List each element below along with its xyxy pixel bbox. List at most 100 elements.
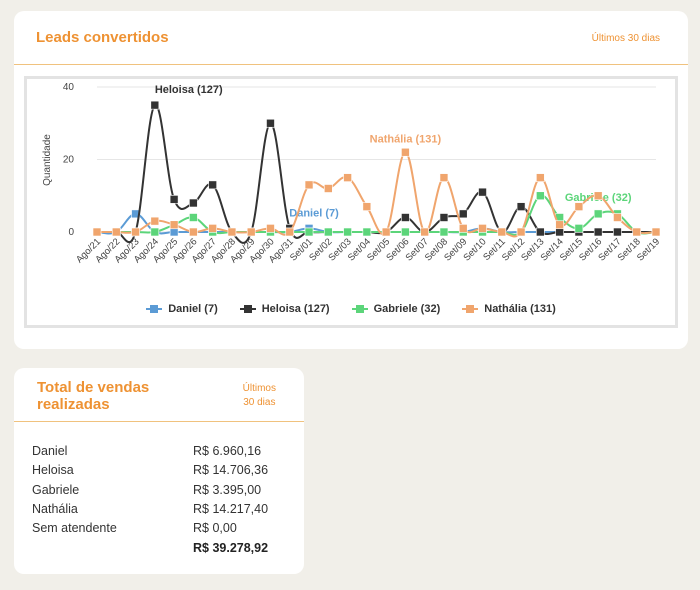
sales-card: Total de vendas realizadas Últimos 30 di…: [14, 368, 304, 574]
data-point: [555, 227, 564, 237]
sales-period-line2: 30 dias: [243, 397, 276, 408]
data-point: [189, 227, 198, 237]
data-point: [401, 227, 410, 237]
series-annotation: Nathália (131): [370, 133, 442, 145]
data-point: [246, 227, 256, 237]
data-point: [593, 191, 603, 201]
data-point: [458, 209, 468, 219]
data-point: [593, 209, 603, 219]
data-point: [92, 227, 102, 237]
leads-title: Leads convertidos: [36, 29, 169, 46]
legend-label: Daniel (7): [168, 303, 218, 315]
data-point: [208, 180, 217, 190]
data-point: [150, 216, 160, 226]
legend-label: Heloisa (127): [261, 303, 330, 315]
y-tick-label: 40: [63, 82, 75, 93]
data-point: [362, 202, 372, 211]
data-point: [227, 227, 237, 237]
data-point: [536, 173, 545, 182]
data-point: [574, 224, 584, 233]
data-point: [536, 191, 545, 201]
legend-swatch: [239, 304, 256, 314]
data-point: [420, 227, 429, 237]
sales-period-line1: Últimos: [242, 383, 276, 394]
data-point: [131, 227, 140, 237]
legend-item[interactable]: Daniel (7): [146, 303, 218, 315]
sales-title-line2: realizadas: [37, 396, 110, 413]
data-point: [516, 227, 526, 237]
legend-swatch: [351, 304, 368, 314]
data-point: [439, 173, 449, 182]
sales-title-line1: Total de vendas: [37, 379, 150, 396]
data-point: [208, 224, 217, 233]
data-point: [285, 227, 295, 237]
seller-name: Daniel: [32, 444, 68, 458]
y-tick-label: 0: [68, 227, 74, 238]
data-point: [555, 220, 564, 230]
data-point: [593, 227, 603, 237]
data-point: [651, 227, 661, 237]
data-point: [478, 224, 487, 233]
data-point: [613, 227, 622, 237]
data-point: [266, 118, 275, 128]
data-point: [439, 213, 449, 222]
data-point: [516, 202, 526, 211]
data-point: [497, 227, 507, 237]
chart-legend: Daniel (7) Heloisa (127) Gabriele (32) Nath…: [14, 303, 688, 315]
seller-amount: R$ 0,00: [193, 521, 237, 535]
data-point: [536, 227, 545, 237]
legend-label: Nathália (131): [484, 303, 556, 315]
data-point: [266, 224, 275, 233]
leads-line-chart: 02040QuantidadeAgo/21Ago/22Ago/23Ago/24A…: [42, 82, 662, 265]
sales-period: Últimos 30 dias: [243, 382, 276, 410]
seller-name: Sem atendente: [32, 521, 117, 535]
data-point: [169, 220, 179, 230]
sales-title: Total de vendas realizadas: [37, 379, 149, 413]
series-annotation: Heloisa (127): [155, 84, 223, 96]
sales-divider: [14, 421, 304, 422]
data-point: [343, 227, 352, 237]
seller-amount: R$ 14.706,36: [193, 463, 269, 477]
seller-name: Heloisa: [32, 463, 74, 477]
chart-frame: [24, 76, 678, 328]
data-point: [169, 195, 179, 204]
sales-total: R$ 39.278,92: [193, 541, 269, 555]
data-point: [189, 198, 198, 208]
data-point: [574, 202, 584, 211]
data-point: [150, 100, 160, 110]
data-point: [304, 180, 314, 190]
data-point: [111, 227, 121, 237]
legend-item[interactable]: Nathália (131): [462, 303, 556, 315]
data-point: [362, 227, 372, 237]
series-annotation: Daniel (7): [289, 207, 339, 219]
seller-name: Nathália: [32, 502, 78, 516]
data-point: [613, 213, 622, 222]
leads-period: Últimos 30 dias: [591, 33, 660, 44]
data-point: [401, 147, 410, 157]
legend-label: Gabriele (32): [373, 303, 441, 315]
legend-swatch: [146, 304, 163, 314]
data-point: [150, 227, 160, 237]
data-point: [401, 213, 410, 222]
seller-amount: R$ 3.395,00: [193, 483, 262, 497]
data-point: [381, 227, 391, 237]
data-point: [304, 227, 314, 237]
data-point: [324, 184, 333, 193]
seller-name: Gabriele: [32, 483, 80, 497]
y-axis-label: Quantidade: [42, 134, 53, 186]
data-point: [439, 227, 449, 237]
data-point: [343, 173, 352, 182]
seller-amount: R$ 14.217,40: [193, 502, 269, 516]
data-point: [189, 213, 198, 222]
data-point: [478, 187, 487, 197]
seller-amount: R$ 6.960,16: [193, 444, 262, 458]
legend-item[interactable]: Gabriele (32): [351, 303, 441, 315]
legend-item[interactable]: Heloisa (127): [239, 303, 330, 315]
y-tick-label: 20: [63, 155, 75, 166]
legend-swatch: [462, 304, 479, 314]
data-point: [458, 224, 468, 233]
data-point: [324, 227, 333, 237]
data-point: [169, 227, 179, 237]
leads-divider: [14, 64, 688, 65]
data-point: [632, 227, 642, 237]
